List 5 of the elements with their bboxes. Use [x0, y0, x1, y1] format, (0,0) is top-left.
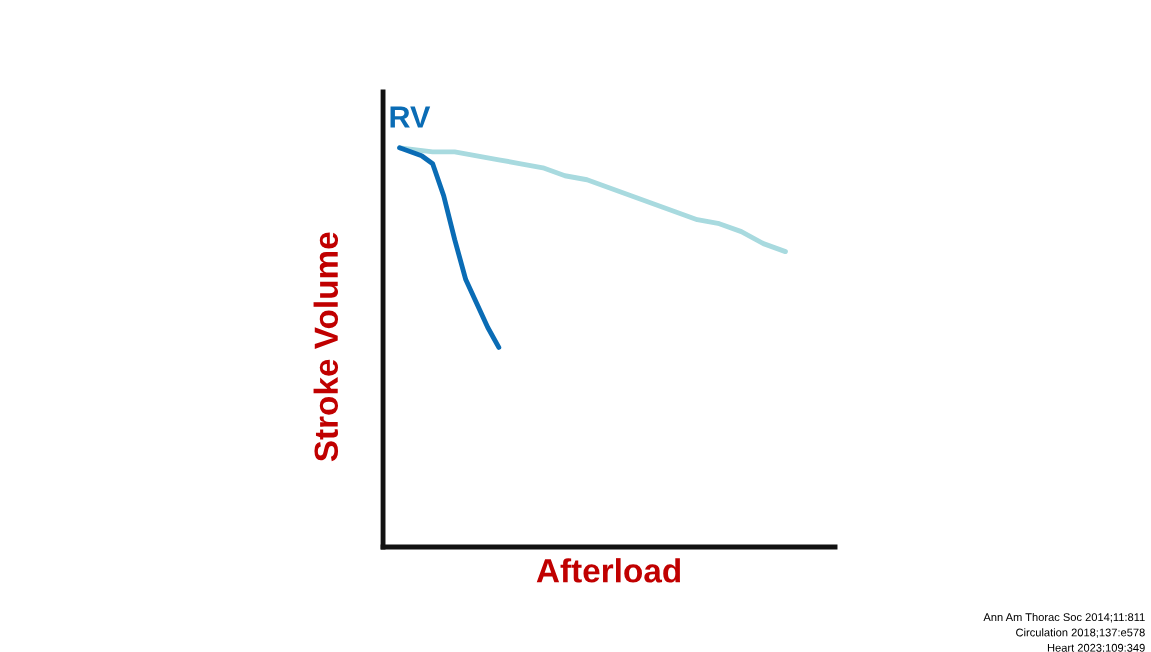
- text: Ann Am Thorac Soc 2014;11:811: [983, 612, 1145, 623]
- y-axis-title: Stroke Volume: [313, 232, 339, 462]
- x-axis-title: Afterload: [536, 558, 681, 583]
- text: Circulation 2018;137:e578: [1016, 628, 1145, 638]
- series-label: RV: [390, 106, 431, 128]
